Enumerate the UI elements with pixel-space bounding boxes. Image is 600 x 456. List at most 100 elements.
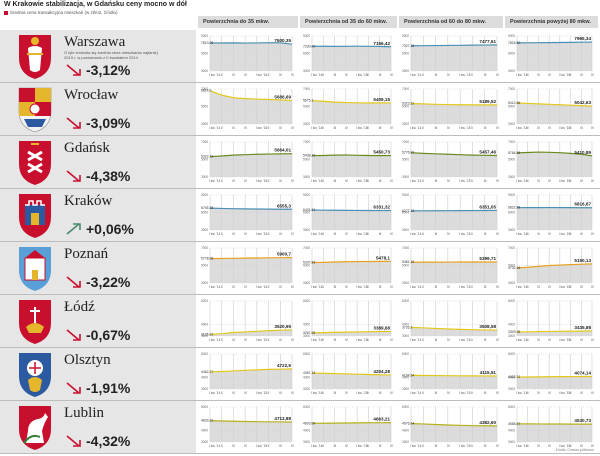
series-area: [517, 42, 592, 71]
start-value-label: 4603,09: [303, 421, 315, 425]
x-tick-label: IV: [496, 338, 500, 342]
x-tick-label: II: [471, 444, 473, 448]
start-value-label: 4462,27: [201, 370, 213, 374]
x-tick-label: III: [379, 285, 382, 289]
x-tick-label: I kw. '15: [256, 391, 268, 395]
start-value-label: 5776,82: [402, 151, 414, 155]
y-tick-label: 3000: [508, 69, 515, 73]
x-tick-label: IV: [345, 232, 349, 236]
start-value-label: 3726,3: [402, 326, 412, 330]
x-tick-label: I kw. '14: [209, 338, 221, 342]
x-tick-label: IV: [496, 232, 500, 236]
end-value-label: 3508,58: [479, 324, 496, 329]
x-tick-label: IV: [390, 391, 394, 395]
series-area: [312, 155, 391, 177]
x-tick-label: III: [379, 179, 382, 183]
x-tick-label: IV: [447, 444, 451, 448]
x-tick-label: III: [279, 126, 282, 130]
x-tick-label: III: [537, 285, 540, 289]
x-tick-label: III: [379, 73, 382, 77]
x-tick-label: III: [279, 232, 282, 236]
x-tick-label: IV: [447, 126, 451, 130]
x-tick-label: I kw. '14: [311, 179, 323, 183]
end-value-label: 5457,46: [479, 150, 496, 155]
x-tick-label: I kw. '14: [209, 285, 221, 289]
x-tick-label: III: [334, 232, 337, 236]
x-tick-label: III: [435, 444, 438, 448]
start-value-label: 5438,19: [303, 154, 315, 158]
end-value-label: 7477,61: [479, 39, 496, 44]
x-tick-label: IV: [345, 126, 349, 130]
x-tick-label: III: [379, 391, 382, 395]
x-tick-label: III: [537, 444, 540, 448]
y-tick-label: 4000: [402, 429, 409, 433]
series-area: [312, 261, 391, 283]
x-tick-label: II: [322, 179, 324, 183]
series-area: [312, 210, 391, 230]
x-tick-label: III: [537, 338, 540, 342]
end-value-label: 4713,88: [274, 416, 291, 421]
x-tick-label: I kw. '14: [209, 126, 221, 130]
y-tick-label: 6000: [303, 299, 310, 303]
series-area: [411, 262, 497, 283]
x-tick-label: I kw. '14: [209, 73, 221, 77]
x-tick-label: I kw. '15: [356, 179, 368, 183]
x-tick-label: III: [334, 444, 337, 448]
y-tick-label: 4000: [303, 376, 310, 380]
x-tick-label: II: [422, 126, 424, 130]
y-tick-label: 6000: [201, 352, 208, 356]
x-tick-label: III: [435, 338, 438, 342]
series-area: [517, 424, 592, 442]
y-tick-label: 3000: [508, 387, 515, 391]
x-tick-label: IV: [244, 285, 248, 289]
x-tick-label: III: [232, 391, 235, 395]
x-tick-label: II: [268, 179, 270, 183]
x-tick-label: II: [471, 391, 473, 395]
series-area: [517, 152, 592, 177]
series-area: [411, 104, 497, 124]
end-value-label: 3520,95: [274, 324, 291, 329]
x-tick-label: IV: [447, 73, 451, 77]
series-line: [411, 45, 497, 46]
series-line: [517, 42, 592, 43]
x-tick-label: IV: [244, 126, 248, 130]
start-value-label: 5337,83: [303, 261, 315, 265]
x-tick-label: I kw. '14: [311, 338, 323, 342]
y-tick-label: 9000: [303, 34, 310, 38]
end-value-label: 5900,7: [277, 252, 291, 257]
x-tick-label: III: [435, 285, 438, 289]
x-tick-label: I kw. '15: [356, 285, 368, 289]
series-area: [210, 208, 292, 230]
x-tick-label: I kw. '15: [459, 179, 471, 183]
x-tick-label: IV: [591, 391, 595, 395]
x-tick-label: I kw. '14: [209, 232, 221, 236]
x-tick-label: II: [471, 179, 473, 183]
y-tick-label: 7000: [303, 140, 310, 144]
y-tick-label: 4000: [201, 323, 208, 327]
x-tick-label: IV: [390, 285, 394, 289]
x-tick-label: I kw. '14: [410, 391, 422, 395]
start-value-label: 5322,72: [201, 155, 213, 159]
y-tick-label: 6000: [508, 352, 515, 356]
x-tick-label: III: [580, 232, 583, 236]
x-tick-label: III: [537, 73, 540, 77]
x-tick-label: IV: [548, 73, 552, 77]
y-tick-label: 6000: [201, 405, 208, 409]
y-tick-label: 3000: [508, 334, 515, 338]
x-tick-label: I kw. '14: [410, 126, 422, 130]
y-tick-label: 5000: [303, 158, 310, 162]
start-value-label: 4833,31: [201, 419, 213, 423]
x-tick-label: III: [232, 338, 235, 342]
x-tick-label: IV: [548, 126, 552, 130]
x-tick-label: IV: [496, 126, 500, 130]
